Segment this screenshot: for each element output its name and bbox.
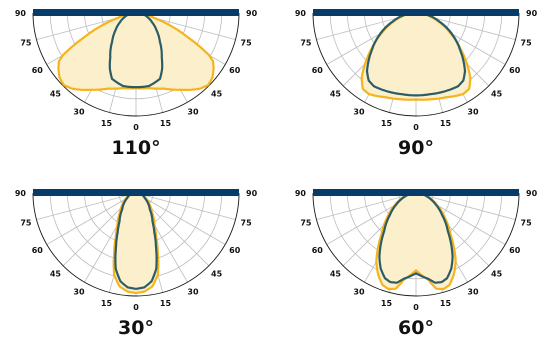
angle-tick-label: 15 [101, 299, 113, 308]
angle-tick-label: 90 [246, 9, 258, 18]
polar-chart-2: 90 75 60 45 30 15 0 15 30 45 60 75 90 90° [295, 9, 538, 159]
teal-curve [108, 11, 164, 89]
angle-tick-label: 75 [521, 39, 533, 48]
angle-tick-label: 30 [353, 288, 365, 297]
yellow-curve [112, 191, 160, 294]
angle-tick-label: 30 [467, 288, 479, 297]
angle-tick-label: 90 [15, 9, 27, 18]
angle-tick-label: 15 [440, 119, 452, 128]
angle-tick-label: 0 [133, 303, 139, 312]
angle-tick-label: 75 [241, 39, 253, 48]
teal-curve [378, 191, 454, 284]
fixture-bar [313, 9, 519, 16]
grid-spoke [46, 192, 137, 245]
angle-tick-label: 0 [413, 123, 419, 132]
outer-arc [32, 12, 240, 117]
angle-tick-label: 90 [295, 9, 307, 18]
angle-tick-label: 90 [246, 189, 258, 198]
angle-tick-label: 45 [211, 90, 223, 99]
angle-tick-label: 0 [133, 123, 139, 132]
beam-angle-caption: 60° [398, 317, 434, 339]
angle-tick-label: 60 [509, 246, 521, 255]
polar-chart-4: 90 75 60 45 30 15 0 15 30 45 60 75 90 60° [295, 189, 538, 339]
angle-tick-label: 30 [187, 108, 199, 117]
angle-tick-label: 60 [312, 66, 324, 75]
angle-tick-label: 45 [211, 270, 223, 279]
angle-tick-label: 75 [20, 219, 32, 228]
angle-tick-label: 30 [73, 108, 85, 117]
angle-tick-label: 75 [241, 219, 253, 228]
angle-tick-label: 75 [300, 219, 312, 228]
angle-tick-label: 15 [381, 299, 393, 308]
angle-tick-label: 60 [32, 246, 44, 255]
beam-angle-caption: 30° [118, 317, 154, 339]
yellow-curve [57, 11, 215, 91]
angle-tick-label: 15 [440, 299, 452, 308]
outer-arc [32, 192, 240, 297]
angle-tick-label: 15 [160, 299, 172, 308]
angle-tick-label: 15 [101, 119, 113, 128]
angle-tick-label: 30 [73, 288, 85, 297]
angle-tick-label: 75 [20, 39, 32, 48]
angle-tick-label: 90 [526, 9, 538, 18]
teal-curve [365, 11, 467, 97]
beam-angle-caption: 90° [398, 137, 434, 159]
angle-tick-label: 75 [300, 39, 312, 48]
grid-spoke [36, 192, 137, 221]
fixture-bar [33, 9, 239, 16]
angle-tick-label: 45 [491, 270, 503, 279]
grid-spoke [135, 192, 226, 245]
angle-tick-label: 0 [413, 303, 419, 312]
fixture-bar [313, 189, 519, 196]
angle-tick-label: 60 [509, 66, 521, 75]
angle-tick-label: 60 [312, 246, 324, 255]
yellow-curve [360, 11, 472, 101]
angle-tick-label: 60 [229, 66, 241, 75]
polar-chart-3: 90 75 60 45 30 15 0 15 30 45 60 75 90 30° [15, 189, 258, 339]
angle-tick-label: 60 [32, 66, 44, 75]
angle-tick-label: 45 [491, 90, 503, 99]
grid-spoke [316, 192, 417, 221]
grid-spoke [135, 192, 236, 221]
angle-tick-label: 45 [50, 270, 62, 279]
outer-arc [312, 192, 520, 297]
angle-tick-label: 45 [330, 90, 342, 99]
grid-spoke [415, 192, 516, 221]
polar-chart-1: 90 75 60 45 30 15 0 15 30 45 60 75 90 110° [15, 9, 258, 159]
fixture-bar [33, 189, 239, 196]
angle-tick-label: 30 [353, 108, 365, 117]
angle-tick-label: 15 [381, 119, 393, 128]
teal-curve [114, 191, 158, 290]
angle-tick-label: 90 [526, 189, 538, 198]
angle-tick-label: 30 [187, 288, 199, 297]
beam-angle-caption: 110° [111, 137, 160, 159]
angle-tick-label: 60 [229, 246, 241, 255]
angle-tick-label: 45 [50, 90, 62, 99]
angle-tick-label: 45 [330, 270, 342, 279]
angle-tick-label: 90 [15, 189, 27, 198]
outer-arc [312, 12, 520, 117]
angle-tick-label: 75 [521, 219, 533, 228]
angle-tick-label: 15 [160, 119, 172, 128]
angle-tick-label: 30 [467, 108, 479, 117]
angle-tick-label: 90 [295, 189, 307, 198]
